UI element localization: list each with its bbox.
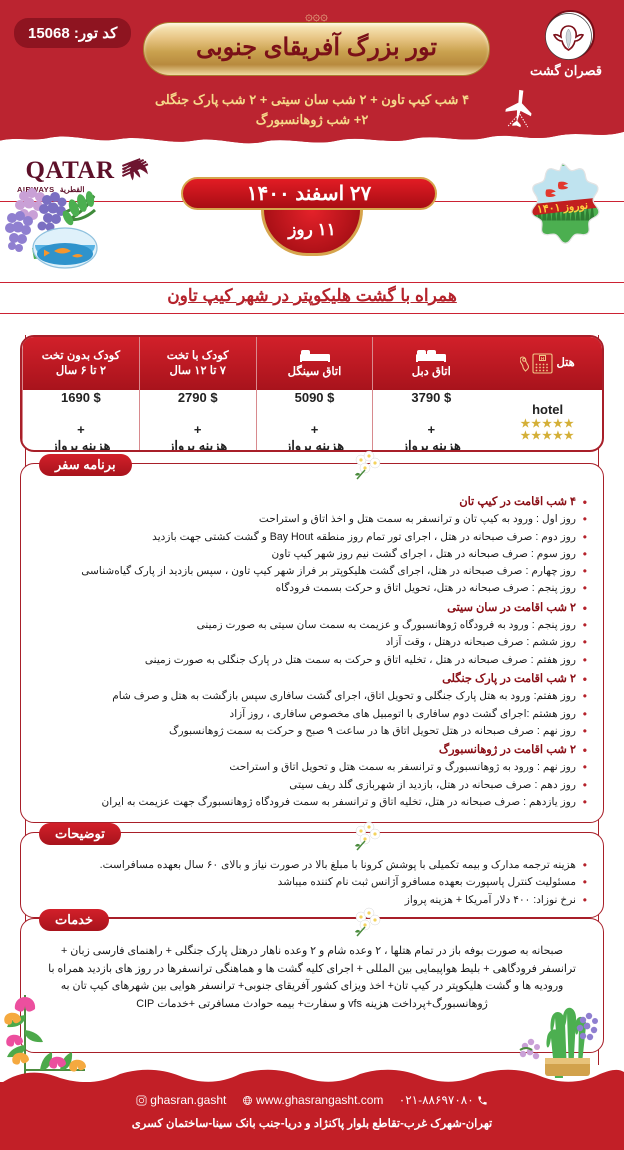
svg-text:H: H [541,355,544,360]
